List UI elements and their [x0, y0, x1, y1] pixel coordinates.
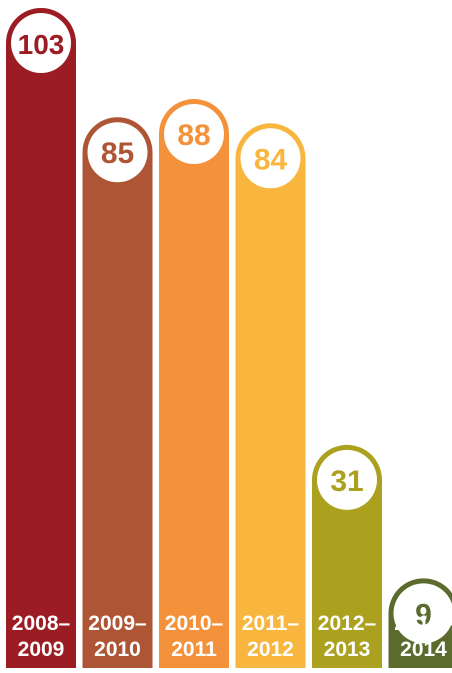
- data-label: 84: [254, 143, 288, 176]
- data-label: 88: [177, 119, 210, 152]
- bar: [159, 134, 229, 668]
- data-label: 103: [18, 29, 65, 60]
- tick-label: 2013–: [394, 612, 452, 635]
- bar: [6, 43, 76, 668]
- bar-group: 31 2012– 2013: [312, 445, 382, 668]
- tick-label: 2014: [400, 638, 447, 661]
- bar-group: 88 2010– 2011: [159, 99, 229, 668]
- bar-group: 84 2011– 2012: [236, 123, 306, 668]
- tick-label: 2010–: [165, 612, 224, 635]
- data-label: 31: [330, 465, 363, 498]
- tick-label: 2009: [18, 638, 65, 661]
- bar-group: 103 2008– 2009: [6, 8, 76, 668]
- bar-group: 85 2009– 2010: [83, 117, 153, 668]
- tick-label: 2012–: [318, 612, 377, 635]
- bar: [83, 152, 153, 668]
- tick-label: 2010: [94, 638, 141, 661]
- data-label: 85: [101, 137, 134, 170]
- tick-label: 2013: [324, 638, 371, 661]
- bar: [236, 158, 306, 668]
- tick-label: 2011: [171, 638, 217, 661]
- tick-label: 2008–: [12, 612, 71, 635]
- tick-label: 2009–: [88, 612, 147, 635]
- tick-label: 2012: [247, 638, 294, 661]
- tick-label: 2011–: [242, 612, 300, 635]
